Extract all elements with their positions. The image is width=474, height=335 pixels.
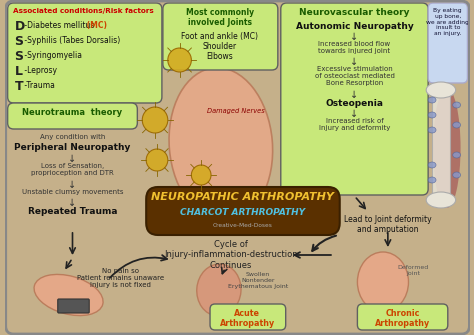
Text: Increased risk of
Injury and deformity: Increased risk of Injury and deformity — [319, 118, 390, 131]
Text: S: S — [15, 50, 24, 63]
Text: Damaged Nerves: Damaged Nerves — [207, 108, 264, 114]
Text: -Leprosy: -Leprosy — [22, 66, 57, 75]
Text: Unstable clumsy movements: Unstable clumsy movements — [22, 189, 123, 195]
Text: Peripheral Neuropathy: Peripheral Neuropathy — [14, 143, 131, 152]
Text: Swollen
Nontender
Erythematous Joint: Swollen Nontender Erythematous Joint — [228, 272, 288, 288]
Text: Excessive stimulation
of osteoclast mediated
Bone Resorption: Excessive stimulation of osteoclast medi… — [315, 66, 394, 86]
Ellipse shape — [426, 192, 456, 208]
Text: Neurotrauma  theory: Neurotrauma theory — [22, 108, 123, 117]
Text: By eating
up bone,
we are adding
insult to
an injury.: By eating up bone, we are adding insult … — [426, 8, 469, 36]
Ellipse shape — [428, 127, 436, 133]
Ellipse shape — [197, 264, 241, 316]
Text: Shoulder: Shoulder — [203, 42, 237, 51]
Text: ↓: ↓ — [350, 90, 358, 100]
Text: ↓: ↓ — [350, 32, 358, 42]
Text: -Diabetes mellitus: -Diabetes mellitus — [22, 21, 95, 30]
Text: L: L — [15, 65, 23, 78]
Ellipse shape — [168, 48, 191, 72]
Ellipse shape — [453, 172, 461, 178]
Text: -Syphilis (Tabes Dorsalis): -Syphilis (Tabes Dorsalis) — [22, 36, 121, 45]
FancyBboxPatch shape — [146, 187, 340, 235]
Text: S: S — [15, 35, 24, 48]
Text: Most commonly
involved Joints: Most commonly involved Joints — [186, 8, 254, 27]
Ellipse shape — [191, 165, 211, 185]
FancyBboxPatch shape — [428, 3, 467, 83]
Text: -Trauma: -Trauma — [22, 81, 55, 90]
Text: ↓: ↓ — [68, 154, 77, 164]
Text: Chronic
Arthropathy: Chronic Arthropathy — [375, 309, 430, 328]
Ellipse shape — [428, 112, 436, 118]
Text: -Syringomyelia: -Syringomyelia — [22, 51, 82, 60]
FancyBboxPatch shape — [281, 3, 428, 195]
Text: Associated conditions/Risk factors: Associated conditions/Risk factors — [13, 8, 153, 14]
Ellipse shape — [169, 68, 273, 222]
Text: ↓: ↓ — [350, 57, 358, 67]
Text: Increased blood flow
towards injured joint: Increased blood flow towards injured joi… — [319, 41, 391, 54]
Text: Acute
Arthropathy: Acute Arthropathy — [220, 309, 275, 328]
Text: NEUROPATHIC ARTHROPATHY: NEUROPATHIC ARTHROPATHY — [151, 192, 334, 202]
FancyBboxPatch shape — [357, 304, 448, 330]
FancyBboxPatch shape — [210, 304, 286, 330]
Bar — [432, 90, 450, 200]
Text: Repeated Trauma: Repeated Trauma — [28, 207, 117, 216]
Ellipse shape — [428, 177, 436, 183]
Text: Foot and ankle (MC): Foot and ankle (MC) — [182, 32, 258, 41]
Ellipse shape — [428, 162, 436, 168]
Text: Neurovascular theory: Neurovascular theory — [299, 8, 410, 17]
Ellipse shape — [433, 88, 461, 208]
Text: ↓: ↓ — [68, 198, 77, 208]
Ellipse shape — [453, 122, 461, 128]
Text: T: T — [15, 80, 23, 93]
Text: Lead to Joint deformity
and amputation: Lead to Joint deformity and amputation — [344, 215, 432, 234]
Ellipse shape — [142, 107, 168, 133]
FancyBboxPatch shape — [8, 103, 137, 129]
Text: Any condition with: Any condition with — [40, 134, 105, 140]
Ellipse shape — [453, 102, 461, 108]
Text: ↓: ↓ — [350, 109, 358, 119]
FancyBboxPatch shape — [58, 299, 89, 313]
Text: Deformed
Joint: Deformed Joint — [398, 265, 429, 276]
Text: D: D — [15, 20, 25, 33]
Ellipse shape — [146, 149, 168, 171]
Ellipse shape — [428, 97, 436, 103]
Text: Osteopenia: Osteopenia — [326, 99, 383, 108]
Text: No pain so
Patient remains unaware
Injury is not fixed: No pain so Patient remains unaware Injur… — [77, 268, 164, 288]
Ellipse shape — [357, 252, 409, 312]
Text: Autonomic Neuropathy: Autonomic Neuropathy — [296, 22, 413, 31]
Text: CHARCOT ARTHROPATHY: CHARCOT ARTHROPATHY — [180, 208, 305, 217]
Text: (MC): (MC) — [84, 21, 107, 30]
Ellipse shape — [426, 82, 456, 98]
Ellipse shape — [453, 152, 461, 158]
FancyBboxPatch shape — [163, 3, 278, 70]
Text: Loss of Sensation,
proprioception and DTR: Loss of Sensation, proprioception and DT… — [31, 163, 114, 176]
Text: ↓: ↓ — [68, 180, 77, 190]
FancyBboxPatch shape — [8, 3, 162, 103]
Text: Elbows: Elbows — [207, 52, 233, 61]
Text: Creative-Med-Doses: Creative-Med-Doses — [212, 223, 273, 228]
Ellipse shape — [34, 274, 103, 316]
Text: Cycle of
Injury-inflammation-destruction
Continues: Cycle of Injury-inflammation-destruction… — [164, 240, 298, 270]
